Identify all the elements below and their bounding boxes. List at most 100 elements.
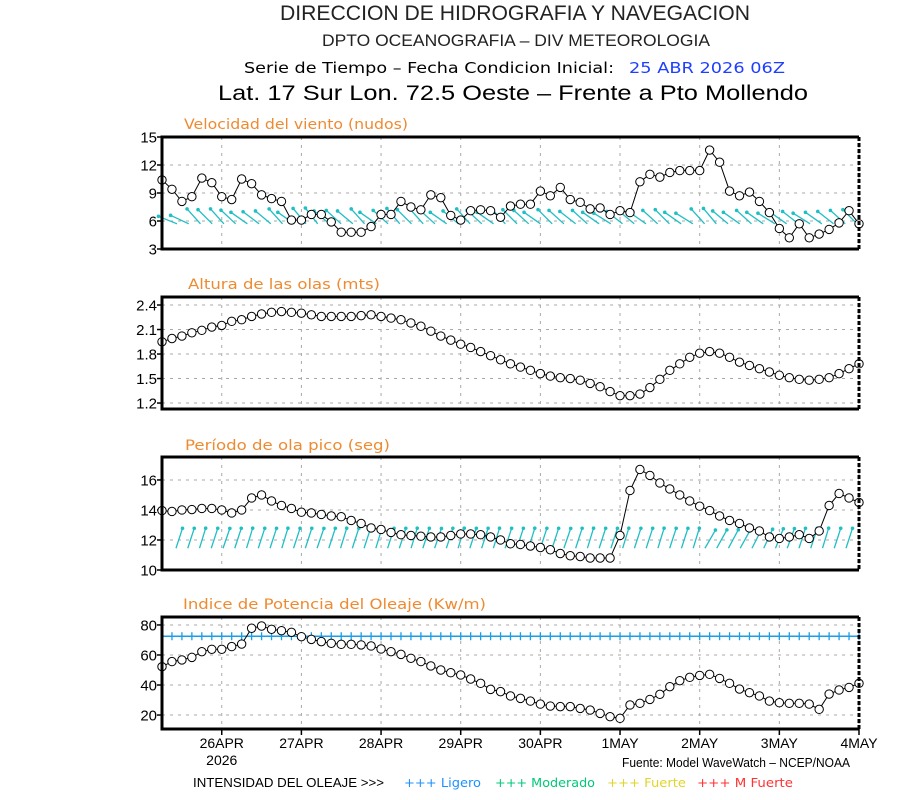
data-point bbox=[276, 500, 287, 511]
data-point bbox=[177, 331, 187, 341]
data-point bbox=[256, 190, 267, 200]
direction-arrow-head bbox=[803, 526, 808, 531]
direction-arrow bbox=[292, 528, 301, 549]
direction-arrow-head bbox=[639, 526, 643, 531]
direction-arrow-head bbox=[701, 206, 706, 211]
legend-item-m-fuerte: +++ M Fuerte bbox=[697, 775, 793, 790]
direction-arrow-head bbox=[850, 526, 855, 531]
data-point bbox=[217, 192, 227, 202]
direction-arrow bbox=[593, 212, 612, 225]
direction-arrow bbox=[245, 527, 254, 549]
direction-arrow-head bbox=[532, 526, 537, 530]
direction-arrow bbox=[234, 528, 242, 549]
data-point bbox=[406, 202, 416, 212]
direction-arrow-head bbox=[713, 528, 718, 532]
data-point bbox=[346, 515, 356, 526]
direction-arrow bbox=[845, 528, 854, 549]
legend-item-moderado: +++ Moderado bbox=[495, 775, 595, 790]
direction-arrow-head bbox=[662, 210, 667, 215]
direction-arrow bbox=[197, 209, 213, 225]
data-point bbox=[446, 335, 456, 345]
data-point bbox=[436, 532, 446, 542]
data-point bbox=[844, 364, 854, 374]
data-point bbox=[366, 310, 376, 320]
data-point bbox=[485, 684, 496, 695]
direction-arrow-head bbox=[358, 210, 362, 215]
data-point bbox=[704, 346, 715, 357]
data-point bbox=[446, 530, 456, 541]
data-point bbox=[177, 655, 187, 665]
direction-arrow-head bbox=[756, 211, 760, 216]
data-point bbox=[306, 508, 317, 518]
data-point bbox=[784, 233, 794, 243]
direction-arrow-head bbox=[710, 209, 715, 213]
data-point bbox=[605, 386, 615, 397]
direction-arrow-head bbox=[196, 207, 200, 212]
data-point bbox=[217, 320, 227, 331]
data-point bbox=[824, 373, 834, 383]
data-point bbox=[227, 194, 237, 205]
direction-arrow-head bbox=[780, 209, 785, 214]
data-point bbox=[754, 364, 765, 374]
data-point bbox=[316, 209, 327, 220]
y-tick-label: 2.4 bbox=[136, 298, 157, 315]
data-point bbox=[635, 464, 645, 475]
x-tick-label: 2MAY bbox=[681, 735, 719, 751]
direction-arrow-head bbox=[291, 206, 295, 211]
direction-arrow bbox=[598, 528, 607, 549]
direction-arrow bbox=[469, 528, 477, 549]
data-point bbox=[316, 636, 327, 647]
direction-arrow-head bbox=[276, 210, 280, 215]
data-point bbox=[555, 548, 565, 559]
data-point bbox=[356, 518, 366, 529]
data-point bbox=[824, 500, 834, 511]
data-point bbox=[675, 165, 685, 176]
data-point bbox=[227, 316, 237, 327]
data-point bbox=[565, 373, 575, 384]
panel-peak-period: 10 12 14 16 bbox=[140, 455, 864, 580]
direction-arrow-head bbox=[349, 207, 354, 211]
direction-arrow bbox=[396, 209, 412, 225]
direction-arrow-head bbox=[303, 206, 308, 210]
direction-arrow bbox=[792, 212, 811, 225]
data-point bbox=[246, 493, 257, 503]
direction-arrow-head bbox=[580, 210, 585, 215]
direction-arrow-head bbox=[734, 208, 739, 213]
data-point bbox=[416, 321, 426, 331]
data-point bbox=[734, 518, 745, 529]
data-point bbox=[724, 515, 735, 526]
data-point bbox=[714, 348, 725, 358]
data-point bbox=[465, 529, 476, 539]
data-point bbox=[326, 638, 336, 648]
direction-arrow bbox=[821, 527, 830, 549]
y-tick-label: 3 bbox=[149, 242, 157, 259]
data-point bbox=[386, 313, 396, 323]
data-point bbox=[475, 346, 486, 357]
panel-wave-height: 1.2 1.5 1.8 2.1 2.4 bbox=[136, 295, 864, 413]
data-point bbox=[824, 689, 834, 699]
direction-arrow-head bbox=[725, 528, 729, 532]
intensity-legend-label: INTENSIDAD DEL OLEAJE >>> bbox=[193, 776, 384, 790]
direction-arrow bbox=[690, 208, 706, 225]
data-point bbox=[376, 524, 386, 535]
data-point bbox=[236, 174, 247, 184]
data-point bbox=[495, 686, 506, 697]
direction-arrow-head bbox=[568, 526, 573, 531]
y-tick-label: 1.8 bbox=[136, 347, 157, 364]
direction-arrow bbox=[359, 211, 377, 225]
direction-arrow-head bbox=[826, 526, 831, 530]
data-point bbox=[774, 533, 785, 544]
data-point bbox=[376, 644, 386, 654]
direction-arrow-head bbox=[686, 526, 690, 531]
direction-arrow bbox=[582, 211, 600, 225]
x-tick-label: 27APR bbox=[279, 735, 323, 751]
direction-arrow-head bbox=[228, 526, 232, 531]
data-point bbox=[784, 532, 794, 542]
data-point bbox=[595, 203, 605, 213]
data-point bbox=[565, 551, 575, 561]
direction-arrow-head bbox=[333, 526, 338, 531]
data-point bbox=[465, 674, 476, 684]
direction-arrow bbox=[523, 211, 541, 225]
data-point bbox=[306, 209, 317, 220]
data-point bbox=[615, 713, 625, 724]
